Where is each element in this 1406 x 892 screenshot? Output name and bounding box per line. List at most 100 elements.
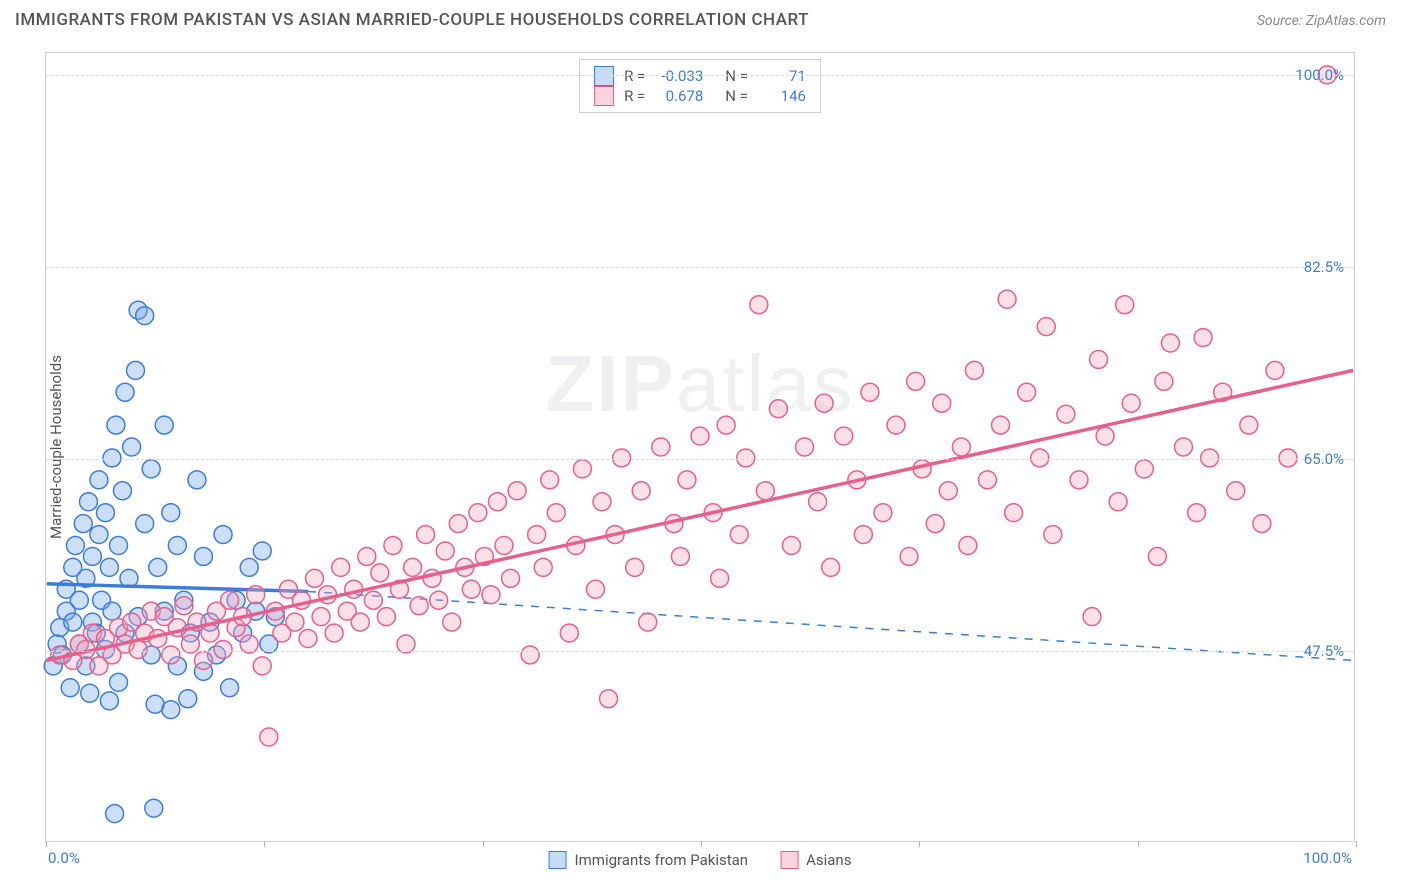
data-point-asians — [586, 580, 604, 598]
data-point-asians — [1227, 482, 1245, 500]
data-point-pakistan — [155, 416, 173, 434]
data-point-pakistan — [100, 558, 118, 576]
data-point-asians — [253, 657, 271, 675]
data-point-pakistan — [110, 537, 128, 555]
data-point-asians — [822, 558, 840, 576]
x-tick — [483, 841, 484, 847]
data-point-asians — [364, 591, 382, 609]
data-point-asians — [1116, 296, 1134, 314]
x-tick — [46, 841, 47, 847]
stats-row-asians: R = 0.678 N = 146 — [594, 86, 806, 106]
data-point-asians — [678, 471, 696, 489]
data-point-asians — [815, 394, 833, 412]
data-point-asians — [1253, 515, 1271, 533]
data-point-asians — [613, 449, 631, 467]
data-point-asians — [1174, 438, 1192, 456]
data-point-pakistan — [96, 504, 114, 522]
data-point-pakistan — [253, 542, 271, 560]
data-point-asians — [626, 558, 644, 576]
plot-area: Married-couple Households ZIPatlas R = -… — [45, 52, 1355, 842]
data-point-asians — [782, 537, 800, 555]
data-point-asians — [671, 547, 689, 565]
bottom-legend: Immigrants from Pakistan Asians — [549, 851, 852, 869]
data-point-asians — [711, 569, 729, 587]
data-point-pakistan — [61, 679, 79, 697]
data-point-asians — [959, 537, 977, 555]
legend-swatch-pakistan — [549, 851, 567, 869]
data-point-asians — [312, 608, 330, 626]
data-point-pakistan — [103, 449, 121, 467]
grid-line — [46, 651, 1354, 652]
data-point-asians — [1005, 504, 1023, 522]
data-point-asians — [449, 515, 467, 533]
data-point-asians — [632, 482, 650, 500]
data-point-pakistan — [162, 701, 180, 719]
legend-swatch-asians — [780, 851, 798, 869]
data-point-asians — [508, 482, 526, 500]
grid-line — [46, 267, 1354, 268]
data-point-asians — [939, 482, 957, 500]
data-point-asians — [1266, 361, 1284, 379]
data-point-asians — [417, 526, 435, 544]
x-tick — [1356, 841, 1357, 847]
data-point-asians — [1279, 449, 1297, 467]
data-point-asians — [384, 537, 402, 555]
grid-line — [46, 459, 1354, 460]
data-point-asians — [1031, 449, 1049, 467]
data-point-asians — [358, 547, 376, 565]
data-point-asians — [887, 416, 905, 434]
data-point-asians — [717, 416, 735, 434]
data-point-pakistan — [74, 515, 92, 533]
data-point-asians — [560, 624, 578, 642]
source-attribution: Source: ZipAtlas.com — [1257, 13, 1386, 29]
data-point-asians — [221, 591, 239, 609]
y-tick-label: 65.0% — [1304, 450, 1344, 468]
data-point-pakistan — [179, 690, 197, 708]
stats-swatch-pakistan — [594, 66, 614, 86]
data-point-asians — [900, 547, 918, 565]
data-point-asians — [998, 290, 1016, 308]
data-point-asians — [436, 542, 454, 560]
grid-line — [46, 75, 1354, 76]
data-point-asians — [593, 493, 611, 511]
data-point-asians — [495, 537, 513, 555]
data-point-asians — [1161, 334, 1179, 352]
data-point-pakistan — [90, 526, 108, 544]
data-point-asians — [462, 580, 480, 598]
data-point-asians — [502, 569, 520, 587]
data-point-asians — [965, 361, 983, 379]
data-point-pakistan — [214, 526, 232, 544]
regression-line-asians — [47, 370, 1354, 660]
y-tick-label: 82.5% — [1304, 258, 1344, 276]
data-point-asians — [978, 471, 996, 489]
data-point-asians — [325, 624, 343, 642]
data-point-pakistan — [107, 416, 125, 434]
x-max-label: 100.0% — [1303, 849, 1352, 867]
data-point-asians — [573, 460, 591, 478]
legend-item-pakistan: Immigrants from Pakistan — [549, 851, 749, 869]
data-point-pakistan — [162, 504, 180, 522]
data-point-asians — [1122, 394, 1140, 412]
data-point-pakistan — [149, 558, 167, 576]
data-point-pakistan — [123, 438, 141, 456]
scatter-svg — [46, 53, 1354, 841]
y-tick-label: 47.5% — [1304, 642, 1344, 660]
data-point-asians — [377, 608, 395, 626]
chart-title: IMMIGRANTS FROM PAKISTAN VS ASIAN MARRIE… — [15, 10, 809, 30]
n-value-asians: 146 — [758, 87, 806, 105]
data-point-asians — [443, 613, 461, 631]
data-point-asians — [404, 558, 422, 576]
data-point-asians — [541, 471, 559, 489]
data-point-asians — [1083, 608, 1101, 626]
legend-item-asians: Asians — [780, 851, 851, 869]
data-point-asians — [1188, 504, 1206, 522]
data-point-asians — [1148, 547, 1166, 565]
data-point-pakistan — [127, 361, 145, 379]
data-point-asians — [952, 438, 970, 456]
data-point-asians — [992, 416, 1010, 434]
data-point-pakistan — [145, 799, 163, 817]
data-point-pakistan — [64, 613, 82, 631]
data-point-pakistan — [188, 471, 206, 489]
data-point-asians — [1201, 449, 1219, 467]
data-point-asians — [371, 564, 389, 582]
